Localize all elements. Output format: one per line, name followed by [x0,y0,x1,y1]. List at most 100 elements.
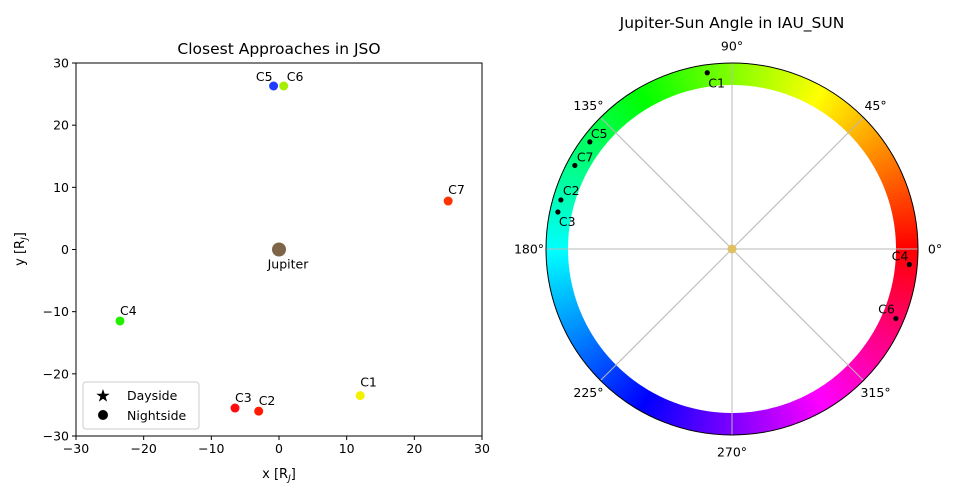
hue-ring-segment [583,347,604,364]
approach-point [254,406,264,416]
hue-ring-segment [627,93,643,114]
hue-ring-segment [813,87,828,109]
hue-ring-segment [552,197,575,207]
hue-ring-segment [661,75,674,98]
hue-ring-segment [633,89,648,111]
hue-ring-segment [558,307,581,320]
hue-ring-segment [677,405,688,428]
hue-ring-segment [820,92,837,114]
hue-ring-segment [790,400,803,423]
hue-ring-segment [658,76,671,99]
hue-ring-segment [866,340,887,356]
approach-point [269,81,279,91]
hue-ring-segment [548,213,572,221]
polar-point [555,209,561,215]
hue-ring-segment [607,370,625,390]
hue-ring-segment [793,76,805,99]
hue-ring-segment [853,124,873,142]
hue-ring-segment [872,330,894,345]
hue-ring-segment [880,169,902,183]
hue-ring-segment [557,182,579,194]
hue-ring-segment [895,254,918,259]
hue-ring-segment [892,279,915,288]
hue-ring-segment [841,110,859,130]
hue-ring-segment [570,331,592,346]
hue-ring-segment [671,404,682,427]
hue-ring-segment [889,197,912,207]
hue-ring-segment [595,119,615,138]
hue-ring-segment [665,402,677,424]
scatter-chart: Closest Approaches in JSO −30 −20 −10 0 10 20… [13,40,490,484]
x-tick-label: 10 [339,441,355,456]
hue-ring-segment [845,114,864,134]
hue-ring-segment [859,131,879,149]
hue-ring-segment [706,411,713,434]
hue-ring-segment [633,388,648,409]
hue-ring-segment [587,352,607,369]
hue-ring-segment [798,78,811,101]
hue-ring-segment [602,112,621,132]
hue-ring-segment [668,403,680,426]
hue-ring-segment [686,67,696,90]
hue-ring-segment [553,191,577,202]
approach-point [443,196,453,206]
hue-ring-segment [670,72,682,95]
approach-point-label: C5 [256,69,273,84]
hue-ring-segment [886,187,909,199]
hue-ring-segment [561,170,584,183]
x-tick-label: −30 [63,441,89,456]
hue-ring-segment [871,333,892,348]
hue-ring-segment [641,84,656,106]
hue-ring-segment [605,368,623,388]
hue-ring-segment [641,392,656,414]
hue-ring-segment [869,335,890,351]
hue-ring-segment [576,338,597,354]
approach-point [279,81,289,91]
hue-ring-segment [823,383,840,404]
hue-ring-segment [583,134,603,151]
hue-ring-segment [760,65,768,89]
hue-ring-segment [547,266,570,273]
polar-gridline [600,248,733,381]
polar-point-label: C1 [708,76,725,91]
hue-ring-segment [551,200,574,210]
hue-ring-segment [843,366,862,386]
hue-ring-segment [766,408,775,431]
hue-ring-segment [835,374,852,394]
hue-ring-segment [877,164,900,178]
hue-ring-segment [771,407,781,430]
hue-ring-segment [763,409,772,432]
hue-ring-segment [782,403,794,426]
hue-ring-segment [546,242,569,247]
hue-ring-segment [699,65,707,88]
hue-ring-segment [851,121,871,140]
hue-ring-segment [894,225,917,232]
hue-ring-segment [589,354,609,372]
hue-ring-segment [737,63,742,86]
hue-ring-segment [795,77,808,100]
hue-ring-segment [581,345,602,362]
hue-ring-segment [630,91,646,112]
hue-ring-segment [788,401,800,424]
polar-point-label: C4 [892,249,909,264]
hue-ring-segment [893,219,917,227]
hue-ring-segment [564,164,586,178]
hue-ring-segment [864,139,885,155]
hue-ring-segment [554,188,577,199]
hue-ring-segment [839,370,857,390]
hue-ring-segment [768,408,778,431]
hue-ring-segment [845,364,864,383]
hue-ring-segment [837,106,855,126]
hue-ring-segment [604,110,623,130]
hue-ring-segment [581,137,602,153]
hue-ring-segment [849,119,869,138]
hue-ring-segment [885,304,907,316]
hue-ring-segment [689,67,698,90]
hue-ring-segment [826,381,842,402]
hue-ring-segment [609,372,627,392]
hue-ring-segment [870,150,892,165]
hue-ring-segment [550,285,573,295]
hue-ring-segment [777,405,787,428]
hue-ring-segment [555,299,578,311]
